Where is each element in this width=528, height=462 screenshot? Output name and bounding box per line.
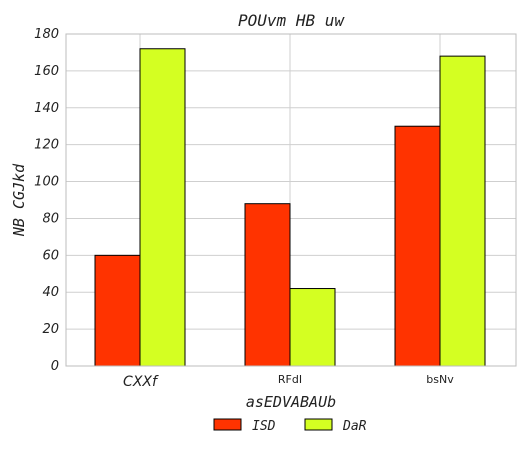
bar-dar-bsnv	[439, 55, 486, 367]
y-tick-label: 60	[42, 248, 59, 263]
x-tick-labels: CXXf RFdI bsNv	[123, 373, 454, 390]
legend: ISD DaR	[213, 418, 367, 434]
y-axis-label: NB CGJkd	[10, 163, 28, 237]
y-tick-labels: 0 20 40 60 80 100 120 140 160 180	[34, 27, 59, 374]
chart-title: POUvm HB uw	[238, 11, 345, 30]
y-tick-label: 120	[34, 138, 59, 153]
x-tick-label: RFdI	[278, 373, 302, 386]
bar-dar-cxxf	[139, 48, 186, 367]
bar-dar-rfdi	[289, 288, 336, 367]
y-tick-label: 180	[34, 27, 59, 42]
plot-frame	[65, 33, 517, 367]
legend-swatch-isd	[213, 418, 242, 431]
y-tick-label: 140	[34, 101, 59, 116]
y-tick-label: 20	[42, 322, 59, 337]
x-tick-label: CXXf	[123, 374, 159, 390]
x-axis-label: asEDVABAUb	[246, 393, 336, 411]
y-tick-label: 40	[42, 285, 59, 300]
y-tick-label: 80	[42, 211, 59, 226]
y-tick-label: 0	[51, 359, 59, 374]
legend-label-dar: DaR	[342, 419, 367, 434]
x-tick-label: bsNv	[426, 373, 454, 386]
bar-isd-rfdi	[244, 203, 291, 367]
legend-swatch-dar	[304, 418, 333, 431]
bar-isd-cxxf	[94, 254, 141, 367]
y-tick-label: 100	[34, 175, 59, 190]
legend-label-isd: ISD	[252, 419, 276, 434]
bar-isd-bsnv	[394, 125, 441, 367]
y-tick-label: 160	[34, 64, 59, 79]
